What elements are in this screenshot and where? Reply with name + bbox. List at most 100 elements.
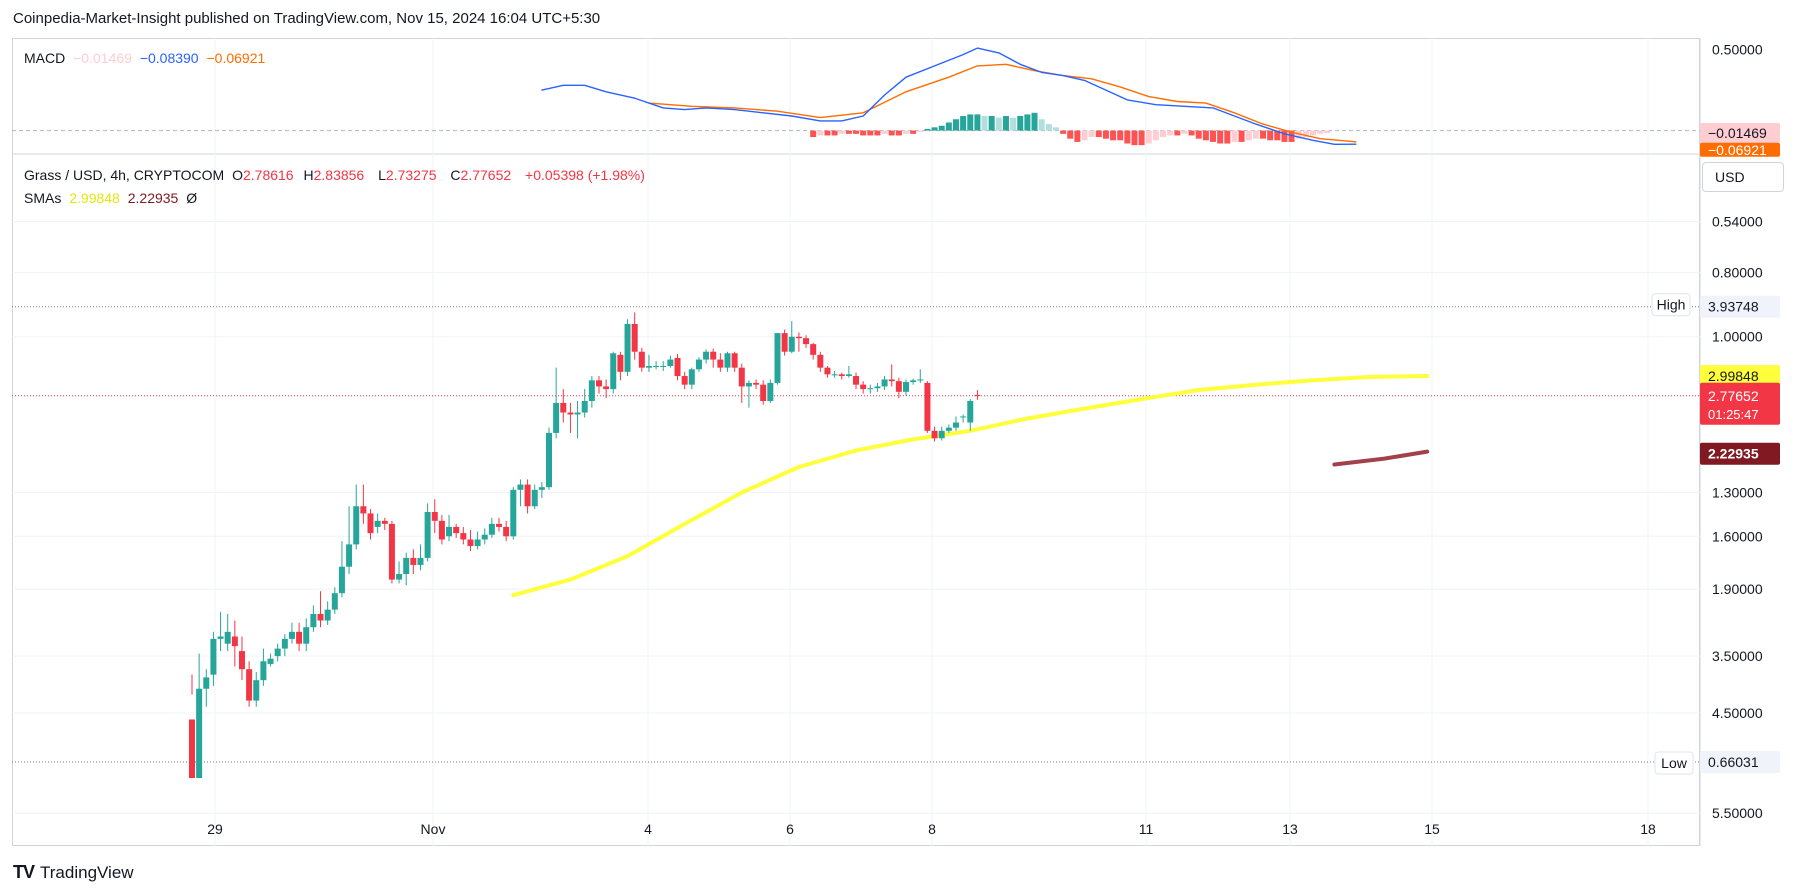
tradingview-brand[interactable]: TV TradingView	[13, 862, 134, 883]
candle-body	[638, 351, 645, 368]
macd-hist-badge-bg	[1700, 122, 1780, 143]
candle-body	[210, 638, 217, 675]
sma-slow-badge: 2.22935	[1708, 446, 1759, 462]
candle-body	[831, 374, 838, 376]
price-axis-label: 4.50000	[1712, 705, 1763, 721]
candle-body	[189, 719, 195, 779]
candle-body	[838, 374, 845, 377]
candle-body	[360, 506, 367, 514]
candle-body	[317, 613, 324, 621]
macd-hist-bar	[1081, 130, 1088, 141]
candle-body	[488, 523, 495, 535]
candle-body	[895, 381, 902, 392]
price-axis-label: 3.50000	[1712, 648, 1763, 664]
candle-body	[695, 359, 702, 370]
candle-body	[288, 631, 295, 639]
macd-hist-bar	[1017, 116, 1024, 131]
candle-body	[931, 430, 938, 439]
candle-body	[738, 367, 745, 387]
low-tag: Low	[1661, 755, 1688, 771]
candle-body	[460, 533, 467, 540]
macd-hist-bar	[1010, 117, 1017, 131]
macd-hist-bar	[1002, 116, 1009, 131]
candle-body	[767, 382, 774, 402]
candle-body	[745, 382, 752, 387]
time-axis-label: 13	[1282, 821, 1298, 837]
macd-hist-bar	[1302, 130, 1309, 138]
high-value-badge-bg	[1700, 295, 1780, 318]
candle-body	[631, 323, 638, 352]
candle-body	[731, 353, 738, 368]
macd-legend-hist: −0.01469	[73, 50, 132, 66]
candle-body	[324, 609, 331, 621]
currency-button[interactable]: USD	[1702, 162, 1784, 192]
symbol-label[interactable]: Grass / USD, 4h, CRYPTOCOM	[24, 167, 225, 183]
macd-hist-bar	[924, 128, 931, 131]
price-axis-label: 0.80000	[1712, 265, 1763, 281]
candle-body	[510, 489, 517, 537]
macd-hist-bar	[817, 130, 824, 136]
macd-hist-bar	[1174, 130, 1181, 136]
macd-hist-bar	[917, 130, 924, 133]
candle-body	[717, 359, 724, 368]
candle-body	[346, 544, 353, 567]
high-value-badge: 3.93748	[1708, 299, 1759, 315]
candle-body	[203, 677, 210, 689]
macd-hist-bar	[952, 119, 959, 131]
candle-body	[381, 520, 388, 524]
macd-hist-bar	[1124, 130, 1131, 144]
macd-hist-bar	[1231, 130, 1238, 142]
macd-hist-bar	[981, 116, 988, 131]
candle-body	[924, 382, 931, 431]
macd-hist-bar	[1138, 130, 1145, 146]
sma-fast-badge-bg	[1700, 365, 1780, 388]
macd-hist-bar	[903, 130, 909, 134]
macd-legend-signal: −0.06921	[206, 50, 266, 66]
candle-body	[653, 366, 660, 368]
macd-hist-bar	[1245, 130, 1252, 141]
candle-body	[260, 661, 267, 681]
macd-hist-bar	[860, 130, 867, 136]
candle-body	[710, 351, 717, 360]
macd-hist-bar	[931, 127, 938, 131]
sma-slow-line	[1332, 449, 1430, 467]
candle-body	[238, 651, 245, 670]
price-axis-label: 1.00000	[1712, 329, 1763, 345]
candle-body	[231, 636, 238, 647]
candle-body	[945, 427, 952, 431]
candle-body	[467, 539, 474, 547]
publisher-line: Coinpedia-Market-Insight published on Tr…	[13, 10, 601, 27]
macd-hist-badge: −0.01469	[1708, 125, 1767, 141]
macd-legend-name: MACD	[24, 50, 66, 66]
candle-body	[496, 523, 503, 527]
price-axis-label: 1.60000	[1712, 528, 1763, 544]
candle-body	[881, 379, 888, 387]
open-label: O	[232, 167, 243, 183]
candle-body	[403, 557, 410, 575]
macd-axis-label: 0.50000	[1712, 42, 1763, 58]
macd-hist-bar	[1210, 130, 1217, 142]
macd-hist-bar	[1045, 124, 1052, 131]
candle-body	[660, 366, 667, 368]
candle-body	[688, 369, 695, 385]
time-axis-label: 6	[786, 821, 794, 837]
candle-body	[424, 511, 431, 558]
candle-body	[974, 394, 981, 396]
candle-body	[703, 351, 710, 360]
macd-hist-bar	[853, 130, 860, 134]
candle-body	[196, 688, 203, 779]
candle-body	[817, 354, 824, 368]
change-value: +0.05398 (+1.98%)	[525, 167, 645, 183]
candle-body	[724, 353, 731, 368]
macd-hist-bar	[1024, 114, 1031, 131]
candle-body	[274, 648, 281, 657]
candle-body	[788, 336, 795, 352]
candle-body	[253, 680, 260, 701]
candle-body	[667, 359, 674, 367]
macd-hist-bar	[888, 130, 895, 136]
candle-body	[531, 489, 538, 507]
macd-line	[541, 47, 1357, 146]
macd-hist-bar	[988, 116, 995, 131]
macd-hist-bar	[938, 125, 945, 131]
